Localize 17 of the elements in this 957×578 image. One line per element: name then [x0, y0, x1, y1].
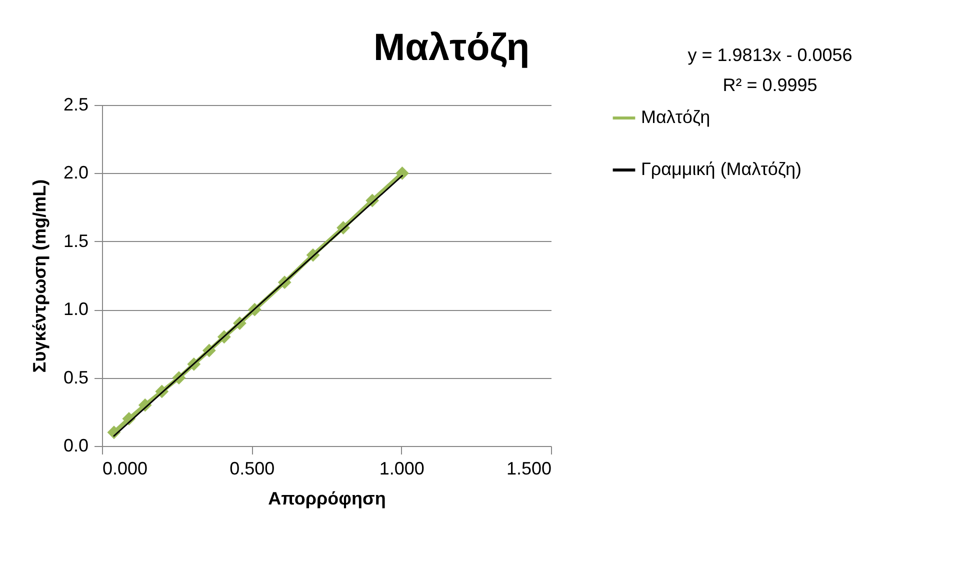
x-tick-label: 1.000 — [379, 458, 424, 478]
y-axis-title: Συγκέντρωση (mg/mL) — [29, 179, 50, 373]
legend-label: Γραμμική (Μαλτόζη) — [641, 159, 802, 179]
text: R² = 0.9995 — [722, 74, 818, 97]
y-tick-label: 2.5 — [63, 94, 88, 114]
y-tick-label: 0.0 — [63, 436, 88, 456]
text: y = 1.9813x - 0.0056 — [686, 44, 854, 67]
x-tick-label: 0.500 — [230, 458, 275, 478]
x-axis-title: Απορρόφηση — [268, 488, 386, 508]
y-tick-label: 1.0 — [63, 299, 88, 320]
x-tick-label: 0.000 — [102, 458, 148, 478]
y-tick-label: 2.0 — [63, 162, 88, 183]
legend-label: Μαλτόζη — [641, 107, 710, 127]
y-tick-label: 0.5 — [63, 367, 88, 388]
chart-title: Μαλτόζη — [373, 27, 530, 69]
x-tick-label: 1.500 — [506, 458, 552, 478]
y-tick-label: 1.5 — [63, 230, 88, 251]
